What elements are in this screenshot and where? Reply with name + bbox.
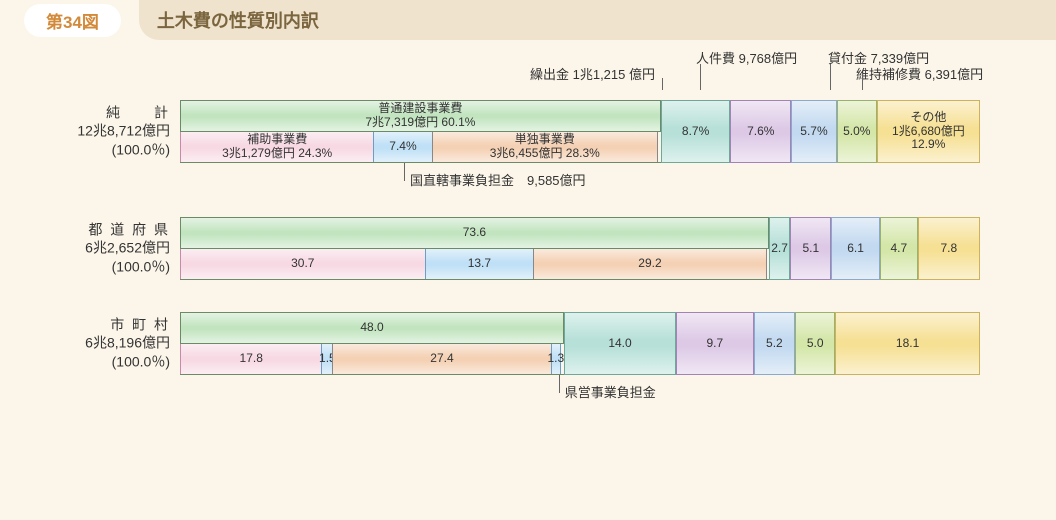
figure-panel: 第34図 土木費の性質別内訳 繰出金 1兆1,215 億円 人件費 9,768億… (0, 0, 1056, 520)
segment-tall: 2.7 (769, 217, 791, 280)
segment-sub: 7.4% (373, 132, 432, 162)
figure-header: 第34図 土木費の性質別内訳 (0, 0, 1056, 40)
chart-row: 純 計12兆8,712億円(100.0％)普通建設事業費7兆7,319億円 60… (32, 100, 1024, 163)
segment-tall: 5.1 (790, 217, 831, 280)
segment-sub: 1.3 (551, 344, 561, 374)
callout-kokuchokkatsu: 国直轄事業負担金 9,585億円 (410, 170, 586, 189)
chart-area: 繰出金 1兆1,215 億円 人件費 9,768億円 貸付金 7,339億円 維… (0, 48, 1056, 417)
chart-row: 都 道 府 県6兆2,652億円(100.0％)73.630.713.729.2… (32, 217, 1024, 280)
bar-wrap: 普通建設事業費7兆7,319億円 60.1%補助事業費3兆1,279億円 24.… (180, 100, 980, 163)
callout-line (862, 78, 863, 90)
row-label: 都 道 府 県6兆2,652億円(100.0％) (32, 220, 170, 277)
segment-sub: 13.7 (425, 249, 535, 279)
figure-number-pill: 第34図 (24, 4, 121, 37)
row-label: 市 町 村6兆8,196億円(100.0％) (32, 315, 170, 372)
segment-tall: 7.6% (730, 100, 791, 163)
segment-sub: 17.8 (180, 344, 322, 374)
figure-title: 土木費の性質別内訳 (139, 7, 319, 33)
segment-tall: 7.8 (918, 217, 980, 280)
bar-wrap: 48.017.81.527.41.314.09.75.25.018.1 (180, 312, 980, 375)
callout-line (662, 78, 663, 90)
segment-tall: 9.7 (676, 312, 754, 375)
callout-line (830, 64, 831, 90)
segment-tall: 5.2 (754, 312, 796, 375)
segment-sub: 27.4 (332, 344, 551, 374)
callout-kurishutsukin: 繰出金 1兆1,215 億円 (530, 64, 655, 83)
rows-container: 純 計12兆8,712億円(100.0％)普通建設事業費7兆7,319億円 60… (32, 100, 1024, 375)
segment-tall: その他1兆6,680億円12.9% (877, 100, 980, 163)
bar-stack: 普通建設事業費7兆7,319億円 60.1%補助事業費3兆1,279億円 24.… (180, 100, 980, 163)
segment-construction-cost: 普通建設事業費7兆7,319億円 60.1% (180, 101, 661, 131)
callout-jinkenhi: 人件費 9,768億円 (696, 48, 797, 67)
segment-tall: 18.1 (835, 312, 980, 375)
segment-tall: 4.7 (880, 217, 918, 280)
segment-sub: 29.2 (533, 249, 767, 279)
callout-line (559, 375, 560, 393)
callout-ijihoshuhi: 維持補修費 6,391億円 (856, 64, 983, 83)
segment-sub: 30.7 (180, 249, 426, 279)
segment-tall: 14.0 (564, 312, 676, 375)
segment-sub: 補助事業費3兆1,279億円 24.3% (180, 132, 374, 162)
segment-construction-cost: 73.6 (180, 218, 769, 248)
segment-tall: 8.7% (661, 100, 731, 163)
segment-construction-cost: 48.0 (180, 313, 564, 343)
row-label: 純 計12兆8,712億円(100.0％) (32, 103, 170, 160)
segment-tall: 6.1 (831, 217, 880, 280)
callout-line (404, 163, 405, 181)
segment-tall: 5.0 (795, 312, 835, 375)
callout-kenei: 県営事業負担金 (565, 382, 656, 401)
bar-wrap: 73.630.713.729.22.75.16.14.77.8 (180, 217, 980, 280)
figure-title-strip: 土木費の性質別内訳 (139, 0, 1056, 40)
segment-sub: 単独事業費3兆6,455億円 28.3% (432, 132, 658, 162)
chart-row: 市 町 村6兆8,196億円(100.0％)48.017.81.527.41.3… (32, 312, 1024, 375)
segment-tall: 5.7% (791, 100, 837, 163)
callout-line (700, 64, 701, 90)
segment-tall: 5.0% (837, 100, 877, 163)
bar-stack: 73.630.713.729.22.75.16.14.77.8 (180, 217, 980, 280)
bar-stack: 48.017.81.527.41.314.09.75.25.018.1 (180, 312, 980, 375)
